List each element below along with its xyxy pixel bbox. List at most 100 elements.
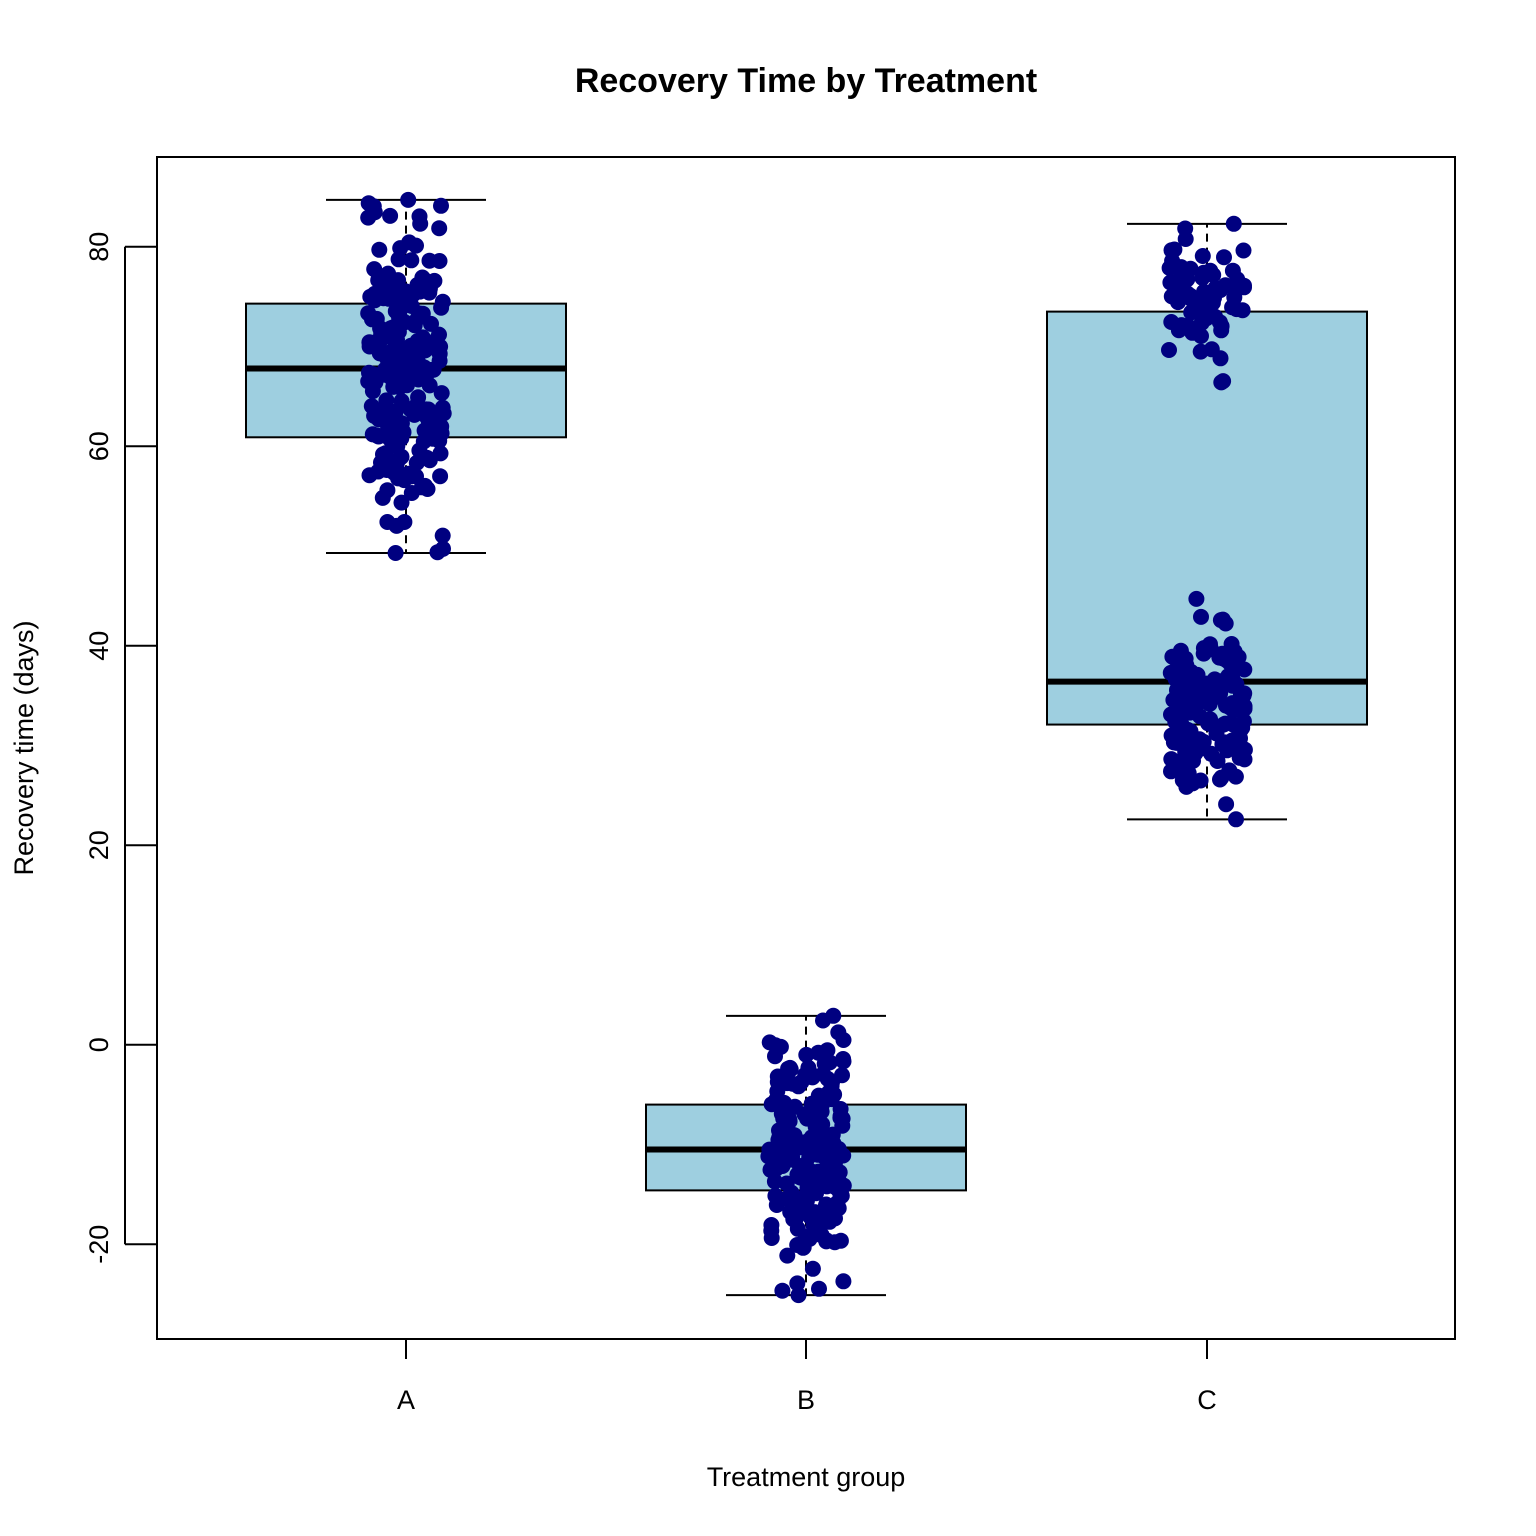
points-group: [360, 191, 452, 561]
data-point: [403, 468, 420, 485]
data-point: [391, 378, 408, 395]
data-point: [417, 342, 434, 359]
data-point: [1212, 350, 1229, 367]
data-point: [776, 1094, 793, 1111]
data-point: [393, 420, 410, 437]
data-point: [804, 1069, 821, 1086]
data-point: [371, 241, 388, 258]
data-point: [789, 1275, 806, 1292]
data-point: [382, 207, 399, 224]
data-point: [400, 191, 417, 208]
data-point: [378, 428, 395, 445]
data-point: [411, 208, 428, 225]
data-point: [1225, 215, 1242, 232]
data-point: [830, 1024, 847, 1041]
data-point: [1188, 590, 1205, 607]
data-point: [1174, 772, 1191, 789]
x-tick-label: B: [797, 1385, 815, 1415]
data-point: [1183, 304, 1200, 321]
data-point: [792, 1192, 809, 1209]
data-point: [378, 462, 395, 478]
data-point: [432, 468, 449, 485]
data-point: [379, 482, 396, 499]
data-point: [1177, 650, 1194, 667]
data-point: [835, 1051, 852, 1067]
data-point: [1175, 680, 1192, 697]
data-point: [1216, 249, 1232, 266]
data-point: [804, 1260, 821, 1277]
data-point: [393, 393, 410, 410]
data-point: [1209, 753, 1226, 769]
data-point: [811, 1092, 828, 1109]
y-tick-label: -20: [84, 1225, 114, 1264]
data-point: [430, 340, 447, 357]
data-point: [815, 1169, 832, 1186]
data-point: [1205, 267, 1222, 283]
data-point: [410, 389, 427, 406]
data-point: [1182, 287, 1199, 304]
y-axis: -20 0 20 40 60 80: [84, 232, 157, 1264]
data-point: [432, 445, 449, 462]
data-point: [1182, 737, 1199, 754]
data-point: [421, 415, 438, 432]
data-point: [772, 1038, 789, 1055]
data-point: [1224, 677, 1241, 694]
data-point: [1195, 733, 1212, 750]
data-point: [789, 1166, 806, 1183]
data-point: [784, 1075, 801, 1092]
data-point: [366, 292, 383, 309]
points-group: [760, 1007, 852, 1304]
data-point: [835, 1177, 852, 1194]
data-point: [1165, 692, 1182, 708]
data-point: [401, 234, 418, 251]
data-point: [790, 1287, 807, 1304]
data-point: [1230, 739, 1246, 756]
data-point: [387, 545, 404, 561]
data-point: [1224, 262, 1241, 279]
data-point: [421, 252, 438, 269]
data-point: [1230, 649, 1247, 665]
data-point: [390, 272, 407, 289]
data-point: [806, 1204, 823, 1221]
data-point: [433, 299, 450, 316]
y-axis-label: Recovery time (days): [9, 620, 39, 875]
chart-title: Recovery Time by Treatment: [575, 62, 1037, 100]
y-tick-label: 60: [84, 431, 114, 461]
data-point: [824, 1126, 841, 1143]
data-point: [1212, 612, 1229, 629]
data-point: [1228, 811, 1244, 828]
x-tick-label: A: [397, 1385, 415, 1415]
data-point: [417, 371, 434, 388]
data-point: [408, 358, 425, 375]
data-point: [434, 527, 451, 544]
data-point: [790, 1133, 807, 1150]
data-point: [1217, 715, 1234, 732]
data-point: [1188, 683, 1204, 700]
data-point: [798, 1046, 815, 1063]
data-point: [363, 398, 380, 415]
data-point: [414, 269, 431, 286]
data-point: [782, 1059, 798, 1076]
data-point: [373, 278, 390, 295]
data-point: [1179, 721, 1196, 738]
data-point: [1200, 715, 1217, 732]
data-point: [775, 1110, 792, 1127]
data-point: [431, 352, 448, 369]
box-iqr: [1046, 310, 1368, 726]
x-tick-label: C: [1197, 1385, 1217, 1415]
data-point: [1177, 695, 1194, 712]
data-point: [434, 399, 451, 416]
data-point: [1163, 314, 1180, 330]
data-point: [808, 1185, 824, 1202]
data-point: [790, 1206, 807, 1223]
data-point: [415, 433, 432, 450]
data-point: [766, 1173, 783, 1190]
data-point: [433, 385, 450, 402]
data-point: [390, 289, 406, 306]
y-tick-label: 80: [84, 232, 114, 262]
data-point: [1161, 342, 1177, 358]
data-point: [388, 517, 405, 534]
data-point: [364, 426, 381, 443]
data-point: [795, 1239, 812, 1256]
data-point: [832, 1232, 849, 1249]
